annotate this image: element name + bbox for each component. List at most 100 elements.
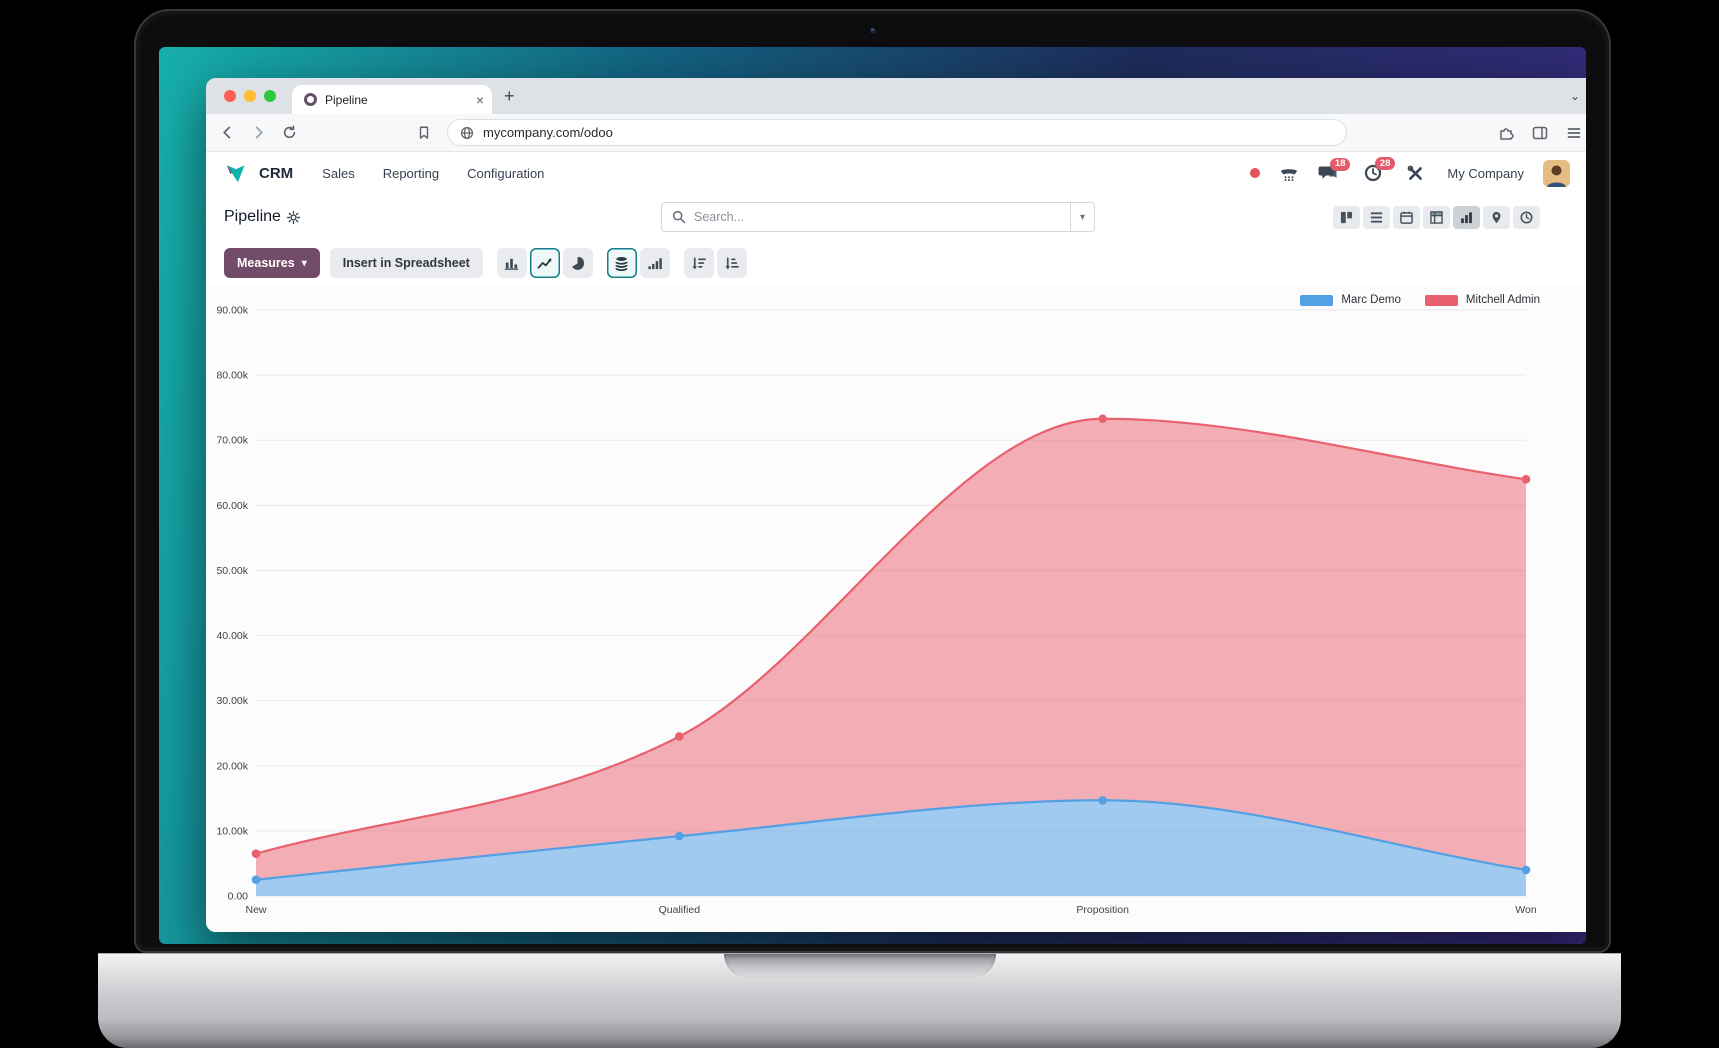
line-chart-button[interactable]	[529, 248, 560, 278]
view-pivot-button[interactable]	[1423, 205, 1450, 229]
data-point[interactable]	[675, 831, 684, 841]
browser-tabstrip: Pipeline × + ⌄	[206, 78, 1586, 114]
x-category-label: Won	[1515, 904, 1537, 916]
legend-item[interactable]: Marc Demo	[1300, 294, 1401, 306]
sort-group	[683, 248, 747, 278]
minimize-window-button[interactable]	[244, 90, 256, 102]
menu-reporting[interactable]: Reporting	[382, 165, 440, 181]
webcam	[866, 25, 879, 37]
sort-descending-button[interactable]	[683, 248, 714, 278]
zoom-window-button[interactable]	[264, 90, 276, 102]
browser-actions	[1498, 125, 1582, 141]
activity-clock-icon[interactable]: 28	[1364, 157, 1396, 182]
legend-label: Marc Demo	[1341, 294, 1401, 306]
page-title: Pipeline	[224, 208, 300, 226]
url-text: mycompany.com/odoo	[483, 125, 613, 140]
new-tab-button[interactable]: +	[504, 86, 515, 106]
y-tick-label: 60.00k	[216, 500, 248, 512]
close-window-button[interactable]	[224, 90, 236, 102]
insert-in-spreadsheet-button[interactable]: Insert in Spreadsheet	[329, 248, 483, 278]
odoo-favicon-icon	[304, 93, 317, 106]
side-panel-icon[interactable]	[1532, 125, 1548, 141]
crm-app-icon[interactable]	[224, 163, 247, 184]
reload-icon[interactable]	[282, 125, 297, 140]
tab-search-chevron-icon[interactable]: ⌄	[1569, 89, 1580, 103]
y-tick-label: 0.00	[228, 891, 249, 903]
view-switcher	[1333, 205, 1586, 229]
phone-icon[interactable]	[1279, 165, 1299, 182]
window-controls[interactable]	[206, 90, 292, 102]
view-calendar-button[interactable]	[1393, 205, 1420, 229]
chart-legend: Marc Demo Mitchell Admin	[1300, 294, 1540, 306]
area-chart: 0.00 10.00k 20.00k 30.00k 40.00k 50.00k 60.00k…	[216, 305, 1537, 917]
odoo-nav-bar: CRM Sales Reporting Configuration 18	[206, 152, 1586, 194]
odoo-app: CRM Sales Reporting Configuration 18	[206, 152, 1586, 932]
tools-icon[interactable]	[1407, 165, 1424, 182]
presence-dot	[1250, 168, 1261, 178]
mode-group	[606, 248, 670, 278]
sort-ascending-button[interactable]	[716, 248, 747, 278]
laptop-base	[98, 953, 1621, 1048]
settings-gear-icon[interactable]	[286, 210, 300, 224]
address-bar[interactable]: mycompany.com/odoo	[447, 119, 1347, 146]
data-point[interactable]	[251, 875, 261, 885]
back-icon[interactable]	[220, 125, 235, 140]
y-tick-label: 80.00k	[216, 370, 248, 382]
view-kanban-button[interactable]	[1333, 205, 1360, 229]
user-avatar[interactable]	[1543, 159, 1570, 187]
bar-chart-button[interactable]	[496, 248, 527, 278]
legend-label: Mitchell Admin	[1465, 294, 1540, 306]
view-activity-button[interactable]	[1513, 205, 1540, 229]
y-tick-label: 90.00k	[216, 305, 248, 317]
data-point[interactable]	[1521, 865, 1531, 875]
browser-toolbar: mycompany.com/odoo	[206, 114, 1586, 152]
globe-icon	[460, 126, 474, 140]
data-point[interactable]	[1098, 795, 1107, 805]
bookmark-icon[interactable]	[417, 125, 431, 140]
view-graph-button[interactable]	[1453, 205, 1480, 229]
app-name[interactable]: CRM	[259, 164, 294, 182]
measures-button[interactable]: Measures ▾	[224, 248, 320, 278]
browser-tab-pipeline[interactable]: Pipeline ×	[292, 85, 492, 114]
menu-icon[interactable]	[1566, 125, 1582, 141]
tab-close-icon[interactable]: ×	[475, 91, 484, 108]
browser-window: Pipeline × + ⌄	[206, 78, 1586, 932]
y-tick-label: 30.00k	[216, 695, 248, 707]
control-panel: Pipeline ▾	[206, 194, 1586, 240]
y-tick-label: 10.00k	[216, 825, 248, 837]
view-map-button[interactable]	[1483, 205, 1510, 229]
search-input[interactable]	[694, 210, 1070, 224]
data-point[interactable]	[1521, 474, 1531, 484]
menu-configuration[interactable]: Configuration	[467, 165, 545, 181]
stacked-button[interactable]	[606, 248, 637, 278]
data-point[interactable]	[675, 732, 684, 741]
forward-icon[interactable]	[251, 125, 266, 140]
company-switcher[interactable]: My Company	[1447, 165, 1524, 181]
legend-swatch	[1424, 294, 1458, 306]
legend-swatch	[1300, 294, 1334, 306]
menu-sales[interactable]: Sales	[322, 165, 355, 181]
y-tick-label: 70.00k	[216, 435, 248, 447]
x-category-label: Proposition	[1076, 904, 1129, 916]
search-icon	[672, 210, 686, 224]
chat-icon[interactable]: 18	[1318, 157, 1351, 182]
chart-area: Marc Demo Mitchell Admin 0.00 10.00k 20.00k…	[206, 286, 1586, 932]
chart-type-group	[496, 248, 593, 278]
view-list-button[interactable]	[1363, 205, 1390, 229]
search-dropdown-caret-icon[interactable]: ▾	[1069, 203, 1094, 231]
laptop-bezel: Pipeline × + ⌄	[134, 9, 1611, 953]
chat-badge: 18	[1329, 157, 1351, 171]
systray: 18 28 My Company	[1250, 157, 1570, 187]
y-tick-label: 20.00k	[216, 760, 248, 772]
legend-item[interactable]: Mitchell Admin	[1424, 294, 1540, 306]
extensions-icon[interactable]	[1498, 125, 1514, 141]
search-bar[interactable]: ▾	[661, 202, 1095, 232]
tab-title: Pipeline	[325, 92, 368, 107]
data-point[interactable]	[251, 849, 261, 858]
cumulative-button[interactable]	[639, 248, 670, 278]
laptop-screen: Pipeline × + ⌄	[159, 47, 1586, 944]
y-tick-label: 40.00k	[216, 630, 248, 642]
data-point[interactable]	[1098, 414, 1107, 424]
pie-chart-button[interactable]	[562, 248, 593, 278]
